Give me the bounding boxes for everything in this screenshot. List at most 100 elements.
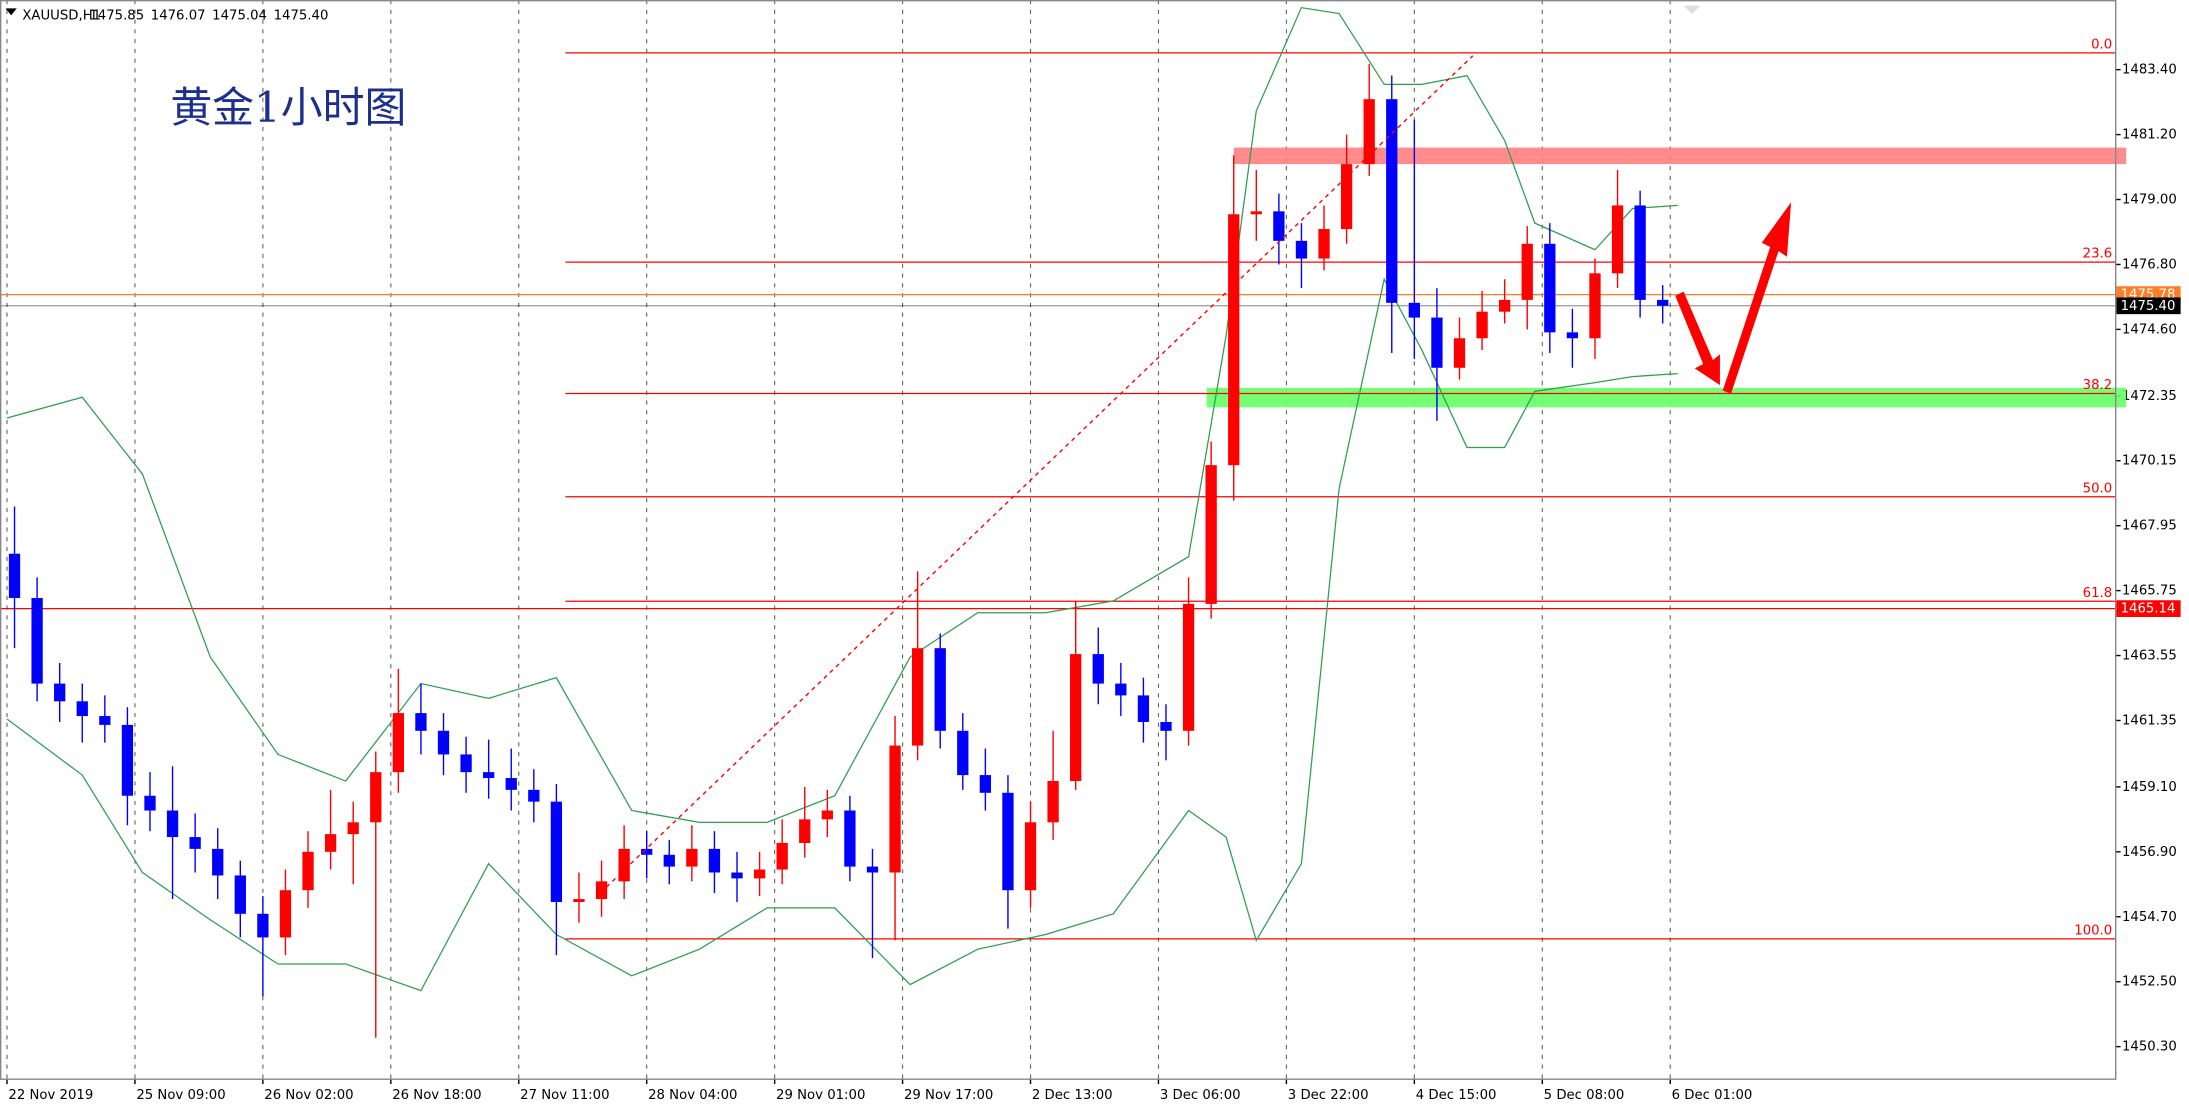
candle-body	[31, 597, 43, 684]
symbol-header: XAUUSD,H1	[22, 8, 101, 23]
candle-body	[1070, 654, 1082, 781]
candle-body	[957, 730, 969, 776]
fib-label: 0.0	[2091, 37, 2112, 52]
candle-body	[799, 819, 811, 843]
candle-body	[279, 890, 292, 938]
candle-body	[189, 837, 201, 849]
fib-label: 100.0	[2074, 924, 2112, 939]
y-tick-label: 1454.70	[2122, 910, 2177, 925]
x-tick-label: 22 Nov 2019	[8, 1088, 93, 1103]
candle-body	[1453, 338, 1466, 368]
x-tick-label: 28 Nov 04:00	[648, 1088, 737, 1103]
price-tag	[2116, 297, 2181, 315]
chart-title: 黄金1小时图	[170, 83, 406, 132]
y-tick-label: 1479.00	[2122, 193, 2177, 208]
candle-body	[1363, 99, 1375, 165]
candle-body	[1182, 603, 1195, 731]
y-tick-label: 1465.75	[2122, 584, 2177, 599]
candle-body	[844, 810, 856, 867]
candle-body	[934, 648, 946, 731]
candle-body	[121, 724, 134, 796]
shift-marker	[1683, 5, 1701, 14]
x-tick-label: 27 Nov 11:00	[520, 1088, 609, 1103]
candle-body	[686, 848, 698, 867]
quote-value: 1475.40	[274, 8, 329, 23]
y-tick-label: 1463.55	[2122, 649, 2177, 664]
candle-body	[1340, 164, 1353, 230]
candle-body	[731, 872, 743, 879]
candle-body	[753, 869, 766, 879]
band-line	[6, 277, 1678, 992]
x-tick-label: 4 Dec 15:00	[1416, 1088, 1497, 1103]
x-tick-label: 26 Nov 18:00	[392, 1088, 481, 1103]
y-tick-label: 1476.80	[2122, 257, 2177, 272]
fib-label: 23.6	[2083, 247, 2113, 262]
candle-body	[54, 683, 66, 702]
candle-body	[437, 730, 450, 755]
y-tick-label: 1470.15	[2122, 454, 2177, 469]
plot-frame	[0, 0, 2117, 1080]
band-line	[6, 6, 1678, 823]
candle-body	[1002, 792, 1014, 891]
x-tick-label: 3 Dec 06:00	[1160, 1088, 1241, 1103]
candle-body	[76, 701, 88, 717]
fib-label: 50.0	[2083, 481, 2113, 496]
candle-body	[8, 553, 21, 598]
candle-body	[573, 899, 585, 903]
candle-body	[866, 866, 879, 873]
candle-body	[1611, 205, 1624, 274]
price-tag-label: 1475.40	[2121, 299, 2176, 314]
candle-body	[1092, 654, 1104, 684]
y-tick-label: 1456.90	[2122, 845, 2177, 860]
candle-body	[1544, 243, 1556, 333]
candle-body	[415, 713, 427, 731]
candle-body	[1295, 240, 1308, 259]
candle-body	[144, 795, 156, 811]
price-tag-label: 1465.14	[2121, 602, 2176, 617]
x-tick-label: 5 Dec 08:00	[1544, 1088, 1625, 1103]
candle-body	[370, 772, 382, 823]
y-tick-label: 1483.40	[2122, 63, 2177, 78]
y-tick-label: 1474.60	[2122, 322, 2177, 337]
candle-body	[347, 822, 359, 835]
candle-body	[460, 754, 472, 773]
up-arrow	[1722, 202, 1792, 394]
candle-body	[302, 851, 314, 891]
x-tick-label: 25 Nov 09:00	[136, 1088, 225, 1103]
candle-body	[979, 775, 992, 793]
candle-body	[1386, 99, 1398, 303]
candle-body	[1160, 721, 1172, 731]
candle-body	[1115, 683, 1127, 696]
candle-body	[1499, 299, 1511, 312]
candle-body	[392, 713, 404, 773]
down-arrow	[1675, 291, 1720, 386]
quote-value: 1475.85	[89, 8, 144, 23]
candle-body	[212, 848, 224, 876]
candle-body	[550, 801, 563, 903]
price-tag	[2116, 600, 2181, 617]
candle-body	[1566, 332, 1579, 339]
candle-body	[324, 834, 337, 852]
candle-body	[1273, 211, 1285, 241]
candle-body	[595, 881, 608, 900]
candle-body	[1657, 299, 1669, 306]
candle-body	[99, 716, 111, 725]
candle-body	[889, 745, 901, 873]
x-tick-label: 6 Dec 01:00	[1672, 1088, 1753, 1103]
candle-body	[166, 810, 179, 838]
candle-body	[821, 810, 833, 820]
candle-body	[911, 648, 924, 746]
candle-body	[618, 848, 630, 882]
candle-body	[1205, 465, 1217, 604]
price-zone	[1206, 387, 2127, 408]
candle-body	[483, 772, 495, 779]
x-tick-label: 29 Nov 17:00	[904, 1088, 993, 1103]
candle-body	[776, 842, 788, 870]
fib-label: 38.2	[2083, 378, 2113, 393]
x-tick-label: 26 Nov 02:00	[264, 1088, 353, 1103]
y-tick-label: 1450.30	[2122, 1040, 2177, 1055]
quote-value: 1476.07	[151, 8, 206, 23]
x-tick-label: 2 Dec 13:00	[1032, 1088, 1113, 1103]
